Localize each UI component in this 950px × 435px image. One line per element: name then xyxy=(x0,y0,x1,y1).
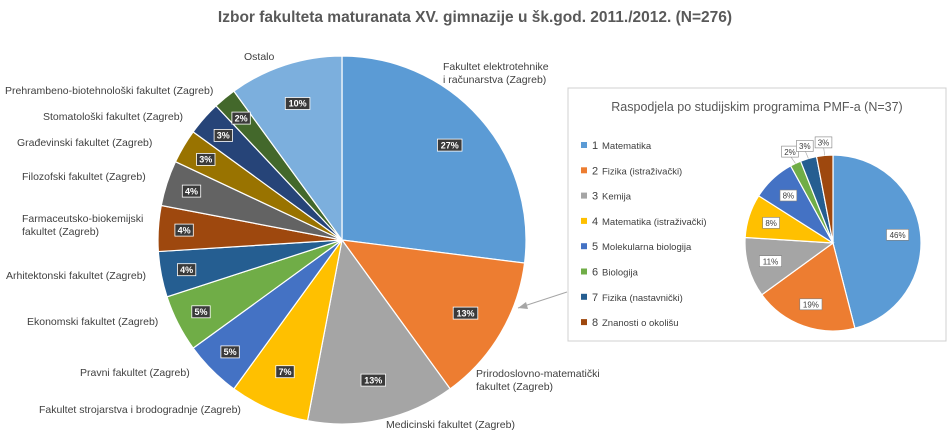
main-label-prirodoslovno-matematicki-fakultet-zagreb-line1: Prirodoslovno-matematički xyxy=(476,368,600,380)
main-pct-filozofski-fakultet-zagreb-box xyxy=(181,184,202,198)
subchart-legend: 1 Matematika 2 Fizika (istraživački) 3 Kemija… xyxy=(581,140,707,329)
main-label-filozofski-fakultet-zagreb: Filozofski fakultet (Zagreb) xyxy=(22,171,146,183)
subchart-pie xyxy=(744,154,922,332)
sub-legend-label-matematika: Matematika xyxy=(602,141,652,152)
sub-pct-matematika-box xyxy=(886,229,910,241)
main-label-farmaceutsko-biokemijski-fakultet-zagreb-line1: Farmaceutsko-biokemijski xyxy=(22,213,143,225)
main-pct-stomatoloski-fakultet-zagreb-box xyxy=(213,128,233,142)
sub-legend-number-matematika-istrazivacki: 4 xyxy=(592,216,598,228)
main-label-prehrambeno-biotehnoloski-fakultet-zagreb: Prehrambeno-biotehnološki fakultet (Zagr… xyxy=(5,85,213,97)
main-pct-ostalo: 10% xyxy=(289,99,307,109)
sub-legend-swatch-fizika-nastavnicki xyxy=(581,293,587,300)
sub-pct-znanosti-o-okolisu: 3% xyxy=(818,139,830,148)
main-label-fakultet-strojarstva-i-brodogradnje-zagreb: Fakultet strojarstva i brodogradnje (Zag… xyxy=(39,404,241,416)
main-pct-ekonomski-fakultet-zagreb: 5% xyxy=(194,307,207,317)
main-pct-pravni-fakultet-zagreb-box xyxy=(220,345,240,359)
sub-pct-biologija: 2% xyxy=(784,148,796,157)
main-label-ostalo: Ostalo xyxy=(244,51,275,63)
sub-pct-matematika-istrazivacki: 8% xyxy=(765,219,777,228)
sub-pct-molekularna-biologija-box xyxy=(779,189,798,202)
sub-pct-fizika-nastavnicki: 3% xyxy=(799,142,811,151)
main-label-stomatoloski-fakultet-zagreb: Stomatološki fakultet (Zagreb) xyxy=(43,111,183,123)
main-pct-arhitektonski-fakultet-zagreb: 4% xyxy=(180,265,193,275)
sub-legend-label-biologija: Biologija xyxy=(602,268,639,279)
callout-arrowhead xyxy=(518,302,528,309)
main-pct-fakultet-elektrotehnike-i-racunarstva-zagreb: 27% xyxy=(441,140,459,150)
main-pct-prirodoslovno-matematicki-fakultet-zagreb-box xyxy=(452,306,479,320)
sub-legend-label-fizika-nastavnicki: Fizika (nastavnički) xyxy=(602,293,683,304)
subchart-title: Raspodjela po studijskim programima PMF-… xyxy=(611,100,902,114)
main-label-gradevinski-fakultet-zagreb: Građevinski fakultet (Zagreb) xyxy=(17,137,152,149)
main-label-ekonomski-fakultet-zagreb: Ekonomski fakultet (Zagreb) xyxy=(27,316,158,328)
sub-legend-label-molekularna-biologija: Molekularna biologija xyxy=(602,242,692,253)
main-slice-prirodoslovno-matematicki-fakultet-zagreb xyxy=(340,239,526,390)
main-slice-medicinski-fakultet-zagreb xyxy=(306,238,451,425)
subchart-percent-labels: 46%19%11%8%8%2%3% 3% xyxy=(759,136,910,311)
sub-legend-number-fizika-nastavnicki: 7 xyxy=(592,292,598,304)
main-pct-ostalo-box xyxy=(284,97,311,110)
sub-pct-znanosti-o-okolisu-box xyxy=(814,136,833,149)
sub-legend-number-fizika-istrazivacki: 2 xyxy=(592,165,598,177)
main-label-pravni-fakultet-zagreb: Pravni fakultet (Zagreb) xyxy=(80,367,190,379)
main-pct-farmaceutsko-biokemijski-fakultet-zagreb-box xyxy=(174,223,194,237)
sub-pct-fizika-nastavnicki-box xyxy=(796,140,814,152)
main-pie xyxy=(157,55,527,425)
sub-legend-swatch-molekularna-biologija xyxy=(581,243,587,250)
main-percent-labels: 27% 13% 13% 7% 5% 5% 4% 4% 4% 3% 3% 2% 10% xyxy=(174,97,479,387)
sub-legend-swatch-kemija xyxy=(581,192,587,199)
sub-pct-fizika-istrazivacki-box xyxy=(799,298,823,311)
sub-pct-fizika-istrazivacki: 19% xyxy=(803,301,819,310)
sub-legend-label-znanosti-o-okolisu: Znanosti o okolišu xyxy=(602,318,679,329)
main-pct-prehrambeno-biotehnoloski-fakultet-zagreb-box xyxy=(231,111,251,125)
sub-pct-kemija-box xyxy=(759,255,782,267)
sub-legend-number-biologija: 6 xyxy=(592,267,598,279)
sub-legend-number-znanosti-o-okolisu: 8 xyxy=(592,317,598,329)
main-pct-gradevinski-fakultet-zagreb: 3% xyxy=(199,155,212,165)
sub-pct-matematika-istrazivacki-box xyxy=(762,217,780,229)
sub-legend-label-fizika-istrazivacki: Fizika (istraživački) xyxy=(602,166,682,177)
main-pct-fakultet-strojarstva-i-brodogradnje-zagreb: 7% xyxy=(278,367,291,377)
main-pct-farmaceutsko-biokemijski-fakultet-zagreb: 4% xyxy=(178,225,191,235)
sub-legend-number-matematika: 1 xyxy=(592,140,598,152)
main-pct-stomatoloski-fakultet-zagreb: 3% xyxy=(217,131,230,141)
main-slice-ostalo xyxy=(233,55,343,242)
main-pct-fakultet-strojarstva-i-brodogradnje-zagreb-box xyxy=(275,365,295,379)
main-pct-prehrambeno-biotehnoloski-fakultet-zagreb: 2% xyxy=(235,113,248,123)
main-pct-arhitektonski-fakultet-zagreb-box xyxy=(176,263,197,277)
sub-legend-swatch-fizika-istrazivacki xyxy=(581,167,587,174)
main-slice-fakultet-elektrotehnike-i-racunarstva-zagreb xyxy=(341,55,527,264)
sub-legend-number-kemija: 3 xyxy=(592,191,598,203)
main-label-farmaceutsko-biokemijski-fakultet-zagreb-line2: fakultet (Zagreb) xyxy=(22,226,99,238)
sub-legend-number-molekularna-biologija: 5 xyxy=(592,241,598,253)
main-label-arhitektonski-fakultet-zagreb: Arhitektonski fakultet (Zagreb) xyxy=(6,270,146,282)
sub-legend-swatch-biologija xyxy=(581,268,587,275)
sub-pct-molekularna-biologija: 8% xyxy=(783,192,795,201)
main-pct-pravni-fakultet-zagreb: 5% xyxy=(224,347,237,357)
sub-legend-label-kemija: Kemija xyxy=(602,192,632,203)
main-label-fakultet-elektrotehnike-i-racunarstva-zagreb-line1: Fakultet elektrotehnike xyxy=(443,61,549,73)
main-label-fakultet-elektrotehnike-i-racunarstva-zagreb-line2: i računarstva (Zagreb) xyxy=(443,74,546,86)
sub-pct-matematika: 46% xyxy=(890,231,906,240)
sub-legend-swatch-znanosti-o-okolisu xyxy=(581,319,587,326)
main-pct-gradevinski-fakultet-zagreb-box xyxy=(196,152,216,166)
main-pct-fakultet-elektrotehnike-i-racunarstva-zagreb-box xyxy=(436,138,463,152)
sub-legend-label-matematika-istrazivacki: Matematika (istraživački) xyxy=(602,217,707,228)
sub-pct-kemija: 11% xyxy=(763,257,778,266)
main-pct-medicinski-fakultet-zagreb-box xyxy=(360,373,387,387)
sub-slice-fizika-istrazivacki xyxy=(760,241,856,332)
sub-slice-matematika xyxy=(832,154,922,329)
sub-legend-swatch-matematika xyxy=(581,142,587,148)
main-pct-medicinski-fakultet-zagreb: 13% xyxy=(364,375,382,385)
main-pct-ekonomski-fakultet-zagreb-box xyxy=(191,305,211,319)
main-pct-prirodoslovno-matematicki-fakultet-zagreb: 13% xyxy=(456,308,474,318)
main-pct-filozofski-fakultet-zagreb: 4% xyxy=(185,186,198,196)
main-chart-title: Izbor fakulteta maturanata XV. gimnazije… xyxy=(218,9,732,26)
main-label-medicinski-fakultet-zagreb: Medicinski fakultet (Zagreb) xyxy=(386,419,515,431)
main-label-prirodoslovno-matematicki-fakultet-zagreb-line2: fakultet (Zagreb) xyxy=(476,381,553,393)
sub-legend-swatch-matematika-istrazivacki xyxy=(581,217,587,224)
